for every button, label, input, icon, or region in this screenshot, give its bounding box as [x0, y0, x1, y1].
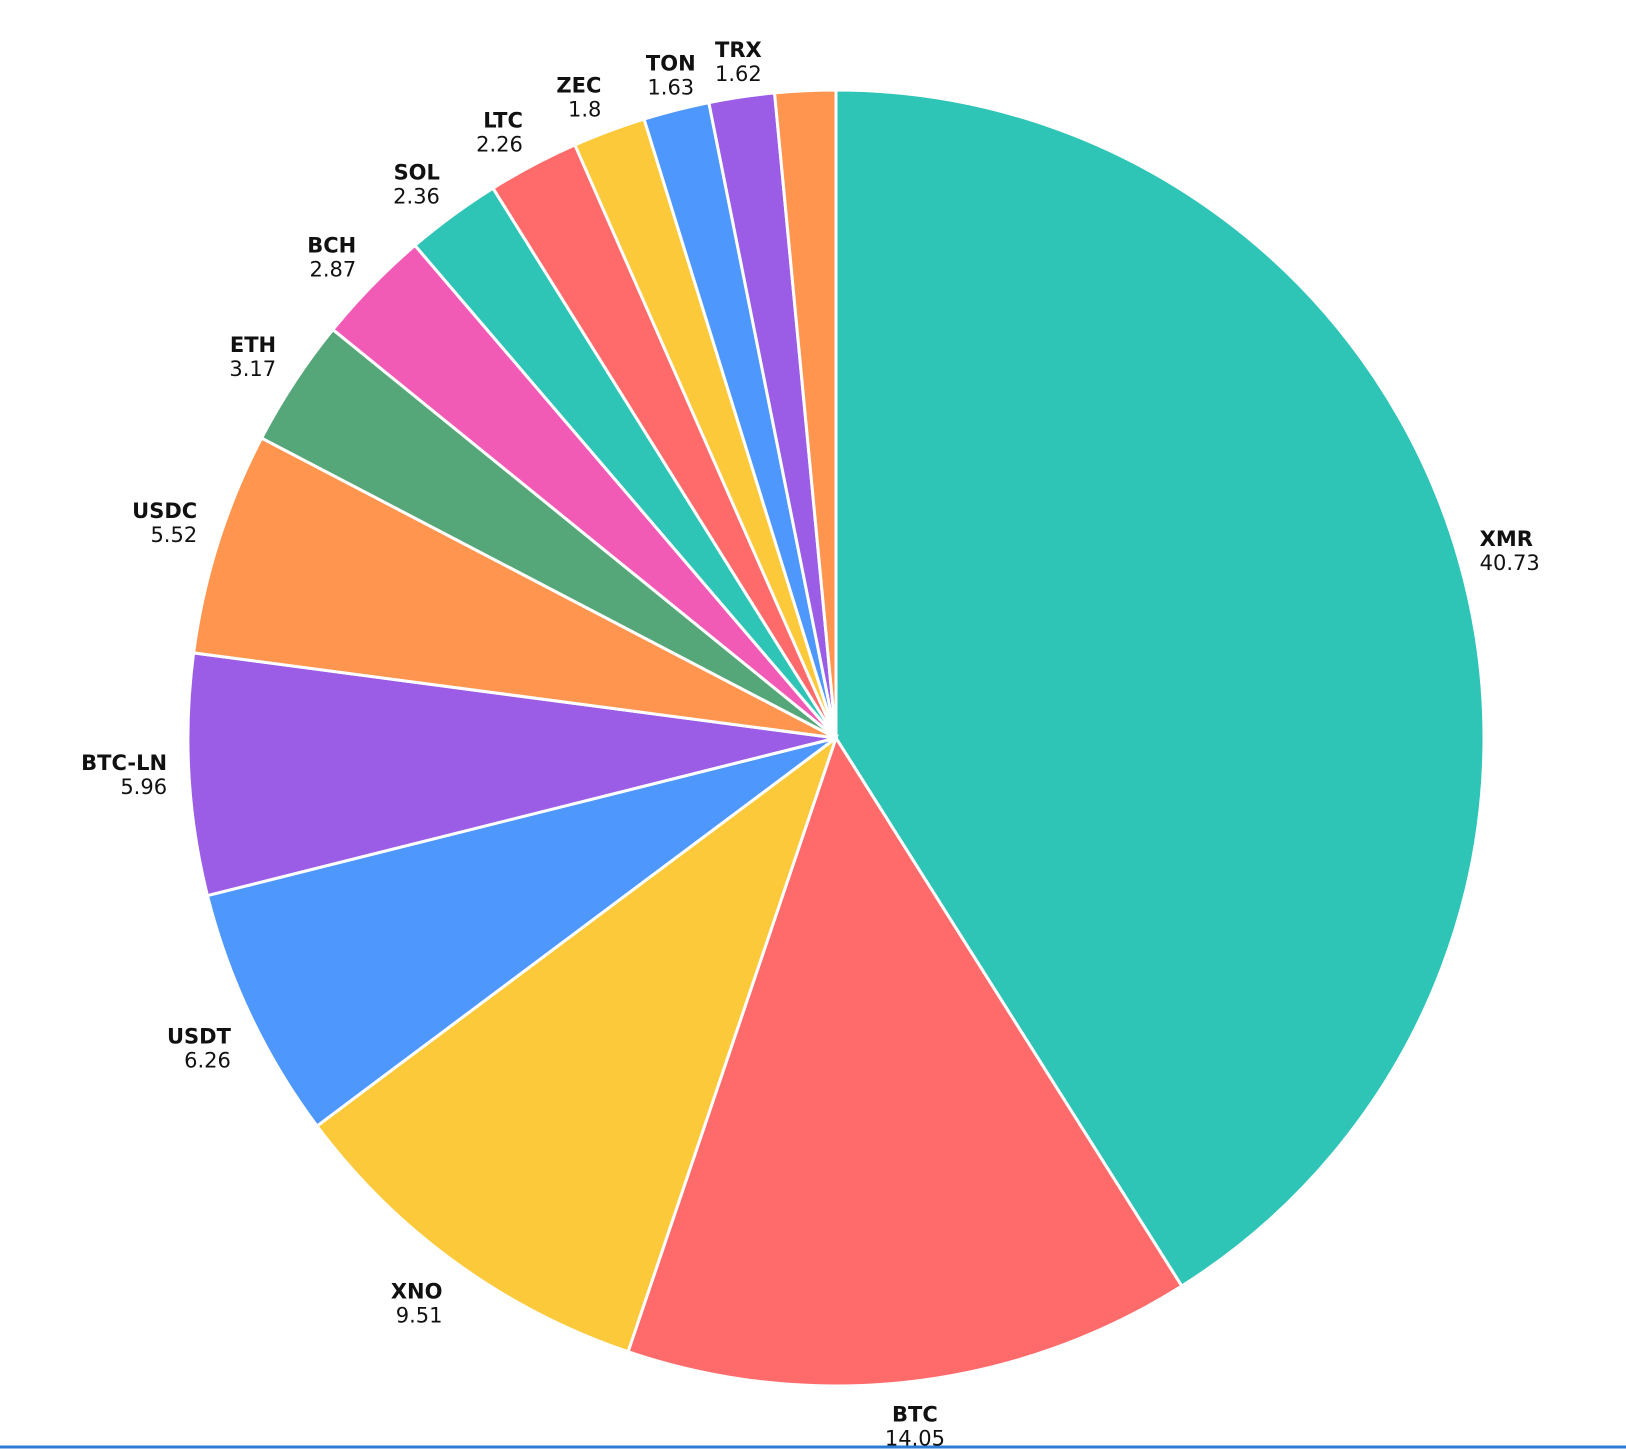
slice-label: XMR	[1480, 527, 1533, 551]
slice-value: 1.62	[715, 62, 762, 86]
slice-label: BCH	[307, 233, 356, 257]
slice-label: XNO	[391, 1279, 443, 1303]
pie-slice	[314, 733, 839, 1354]
slice-label: BTC	[892, 1402, 938, 1426]
slice-label: SOL	[394, 161, 440, 185]
slice-value: 1.63	[647, 76, 694, 100]
pie-slice	[626, 734, 1184, 1388]
pie-slice	[834, 88, 1486, 1289]
pie-slice	[191, 436, 837, 740]
slice-value: 5.52	[150, 523, 197, 547]
slice-value: 9.51	[396, 1303, 443, 1327]
slice-label: LTC	[483, 109, 523, 133]
slice-label: TON	[646, 52, 696, 76]
slice-value: 2.87	[310, 257, 357, 281]
slice-label: BTC-LN	[81, 751, 167, 775]
slice-value: 14.05	[885, 1426, 945, 1450]
slice-value: 40.73	[1480, 551, 1540, 575]
slice-label: ZEC	[556, 73, 601, 97]
slice-label: ETH	[230, 333, 276, 357]
slice-value: 3.17	[229, 357, 276, 381]
slice-value: 6.26	[184, 1049, 231, 1073]
pie-slice	[205, 736, 837, 1129]
slice-label: USDT	[167, 1025, 232, 1049]
slice-label: USDC	[132, 499, 197, 523]
slice-value: 5.96	[120, 775, 167, 799]
pie-slice	[186, 651, 837, 898]
slice-value: 1.8	[568, 97, 601, 121]
slice-value: 2.36	[393, 185, 440, 209]
slice-value: 2.26	[476, 133, 523, 157]
pie-slice	[772, 88, 838, 739]
slice-label: TRX	[715, 38, 762, 62]
